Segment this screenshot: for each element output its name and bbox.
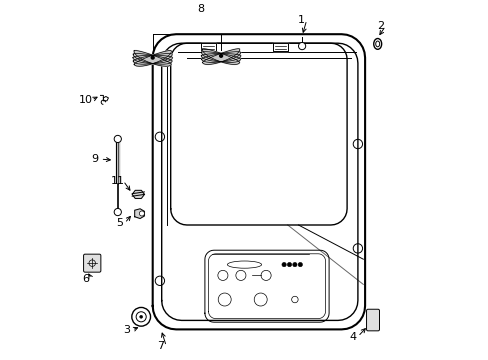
Polygon shape xyxy=(134,50,171,66)
Text: 3: 3 xyxy=(122,325,130,335)
Text: 1: 1 xyxy=(297,15,304,25)
Polygon shape xyxy=(273,43,287,51)
Text: 7: 7 xyxy=(157,341,164,351)
Text: 10: 10 xyxy=(79,95,93,105)
Polygon shape xyxy=(134,50,171,66)
Text: 9: 9 xyxy=(91,154,99,164)
FancyBboxPatch shape xyxy=(83,254,101,272)
Circle shape xyxy=(219,54,223,58)
Text: 6: 6 xyxy=(82,274,89,284)
Polygon shape xyxy=(201,52,240,62)
Circle shape xyxy=(298,42,305,50)
Circle shape xyxy=(298,262,302,267)
Circle shape xyxy=(292,262,296,267)
FancyBboxPatch shape xyxy=(366,309,379,331)
Polygon shape xyxy=(133,54,172,64)
Text: 8: 8 xyxy=(197,4,203,14)
Circle shape xyxy=(140,315,142,318)
Polygon shape xyxy=(201,54,241,62)
Circle shape xyxy=(114,208,121,216)
Text: 5: 5 xyxy=(116,218,122,228)
Text: 2: 2 xyxy=(376,21,383,31)
Circle shape xyxy=(150,55,155,60)
Circle shape xyxy=(282,262,285,267)
Ellipse shape xyxy=(373,39,381,49)
Polygon shape xyxy=(132,190,144,198)
Circle shape xyxy=(287,262,291,267)
Polygon shape xyxy=(202,49,239,64)
Text: 4: 4 xyxy=(348,332,355,342)
Polygon shape xyxy=(133,54,172,64)
Polygon shape xyxy=(202,49,239,64)
Polygon shape xyxy=(201,43,215,51)
Polygon shape xyxy=(134,209,144,219)
Circle shape xyxy=(139,211,144,216)
Text: 11: 11 xyxy=(111,176,124,186)
Polygon shape xyxy=(133,55,172,63)
Circle shape xyxy=(114,135,121,143)
Polygon shape xyxy=(201,52,240,62)
